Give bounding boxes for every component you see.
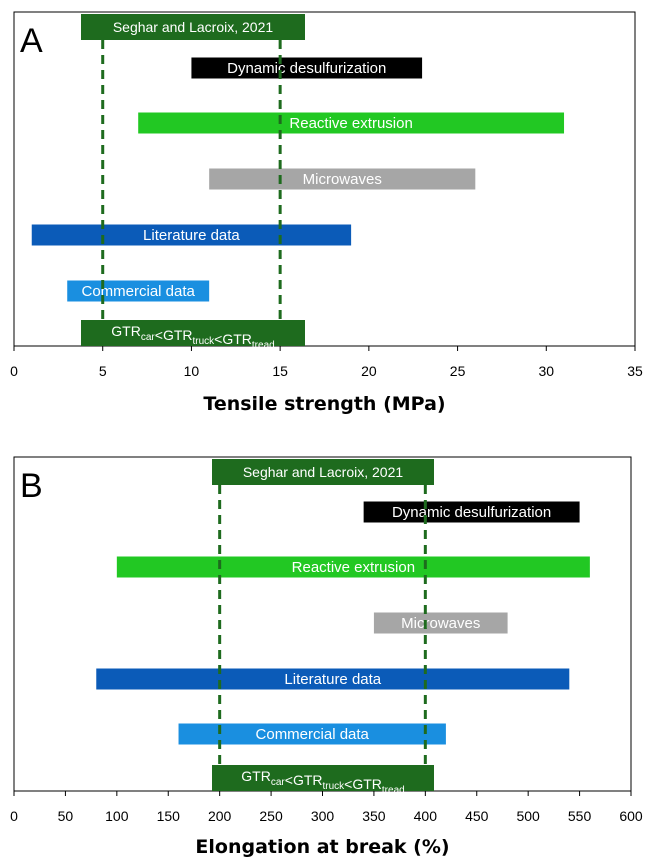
range-bar-label: Literature data — [284, 671, 381, 688]
panel-letter: B — [20, 467, 43, 505]
plot-frame — [13, 11, 636, 347]
x-tick-label: 150 — [157, 808, 181, 824]
x-tick-label: 200 — [208, 808, 232, 824]
range-bar-reactive-extrusion — [116, 556, 590, 578]
reference-box-top — [81, 14, 305, 40]
x-tick-label: 350 — [362, 808, 386, 824]
range-bar-literature-data — [31, 224, 352, 246]
range-bar-dynamic-desulfurization — [363, 501, 580, 523]
x-tick-label: 15 — [272, 363, 288, 379]
box-text: <GTR — [344, 776, 382, 792]
x-tick-label: 600 — [619, 808, 643, 824]
x-tick-label: 5 — [99, 363, 107, 379]
x-tick-label: 250 — [259, 808, 283, 824]
range-bar-microwaves — [209, 168, 476, 190]
x-tick-label: 0 — [10, 363, 18, 379]
range-bar-label: Literature data — [143, 227, 240, 244]
range-bar-label: Reactive extrusion — [289, 115, 412, 132]
x-tick-label: 20 — [361, 363, 377, 379]
x-tick-label: 50 — [58, 808, 74, 824]
x-tick-label: 300 — [311, 808, 335, 824]
x-tick-label: 0 — [10, 808, 18, 824]
box-subscript: truck — [323, 781, 346, 792]
box-subscript: truck — [193, 336, 216, 347]
range-bar-label: Reactive extrusion — [292, 559, 415, 576]
range-bar-dynamic-desulfurization — [191, 57, 423, 79]
box-text: GTR — [111, 323, 141, 339]
box-text: <GTR — [155, 327, 193, 343]
box-subscript: tread — [382, 785, 405, 796]
panel-letter: A — [20, 22, 43, 60]
range-bar-label: Microwaves — [303, 171, 382, 188]
x-tick-label: 500 — [516, 808, 540, 824]
range-bar-label: Dynamic desulfurization — [392, 504, 551, 521]
x-tick-label: 25 — [450, 363, 466, 379]
box-text: <GTR — [285, 772, 323, 788]
box-text: <GTR — [214, 331, 252, 347]
reference-box-bottom — [212, 765, 434, 791]
reference-box-bottom-label: GTRcar<GTRtruck<GTRtread — [111, 323, 274, 351]
x-tick-label: 450 — [465, 808, 489, 824]
range-bar-reactive-extrusion — [138, 112, 565, 134]
x-tick-label: 550 — [568, 808, 592, 824]
range-bar-label: Commercial data — [256, 726, 370, 743]
x-tick-label: 400 — [414, 808, 438, 824]
x-tick-label: 30 — [538, 363, 554, 379]
x-tick-label: 100 — [105, 808, 129, 824]
reference-box-bottom — [81, 320, 305, 346]
box-subscript: car — [271, 777, 286, 788]
range-bar-literature-data — [96, 668, 570, 690]
range-bar-microwaves — [373, 612, 508, 634]
range-bar-label: Dynamic desulfurization — [227, 60, 386, 77]
x-axis-title: Elongation at break (%) — [195, 836, 449, 858]
range-bar-label: Commercial data — [82, 283, 196, 300]
reference-box-top-label: Seghar and Lacroix, 2021 — [243, 464, 404, 480]
reference-box-top — [212, 459, 434, 485]
chart-panel-b: 0 50 100 150 200 250 300 350 400 450 500 550 600 Elon… — [10, 456, 643, 858]
chart-panel-a: 0 5 10 15 20 25 30 35 Tensile strength (MPa) Dyna… — [10, 11, 643, 415]
box-text: GTR — [241, 768, 271, 784]
reference-box-top-label: Seghar and Lacroix, 2021 — [113, 19, 274, 35]
x-tick-label: 10 — [184, 363, 200, 379]
x-tick-label: 35 — [627, 363, 643, 379]
reference-box-bottom-label: GTRcar<GTRtruck<GTRtread — [241, 768, 404, 796]
range-bar-commercial-data — [178, 723, 446, 745]
box-subscript: car — [141, 332, 156, 343]
x-axis-title: Tensile strength (MPa) — [203, 393, 445, 415]
box-subscript: tread — [252, 340, 275, 351]
range-bar-label: Microwaves — [401, 615, 480, 632]
